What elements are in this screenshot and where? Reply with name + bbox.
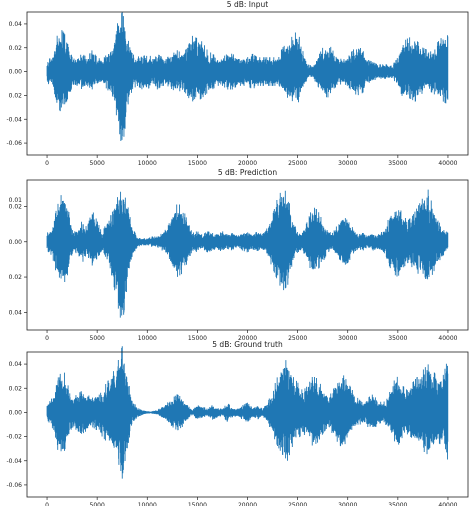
chart-title: 5 dB: Input <box>227 0 268 9</box>
y-tick-label: -0.06 <box>6 482 22 489</box>
x-tick-label: 0 <box>45 160 49 167</box>
y-tick-label: 0.00 <box>9 69 23 76</box>
chart-title: 5 dB: Prediction <box>218 168 277 177</box>
waveform-series <box>46 189 449 318</box>
x-tick-label: 40000 <box>438 502 457 506</box>
y-tick-label: -0.04 <box>6 116 22 123</box>
y-tick-label-extra: 0.01 <box>9 197 23 204</box>
y-tick-label: 0.04 <box>9 309 23 316</box>
subplot-2: 5 dB: Prediction 0 5000 10000 15000 20000 2500… <box>9 168 469 342</box>
x-tick-label: 20000 <box>238 335 257 342</box>
y-tick-label: 0.00 <box>9 239 23 246</box>
waveform-series <box>46 12 449 141</box>
y-tick-label: -0.02 <box>6 434 22 441</box>
x-tick-label: 35000 <box>388 335 407 342</box>
subplot-1: 5 dB: Input 0 5000 10000 15000 20000 25000 3000… <box>6 0 469 167</box>
chart-title: 5 dB: Ground truth <box>212 340 283 349</box>
x-tick-label: 0 <box>45 502 49 506</box>
x-tick-label: 40000 <box>438 160 457 167</box>
x-tick-label: 0 <box>45 335 49 342</box>
subplot-3: 5 dB: Ground truth 0 5000 10000 15000 20000 25… <box>6 340 469 506</box>
y-tick-label: -0.04 <box>6 458 22 465</box>
y-tick-label: 0.02 <box>9 45 23 52</box>
x-tick-label: 10000 <box>138 502 157 506</box>
x-tick-label: 25000 <box>288 502 307 506</box>
x-tick-label: 35000 <box>388 502 407 506</box>
x-tick-label: 30000 <box>338 335 357 342</box>
y-tick-label: 0.02 <box>9 203 23 210</box>
x-tick-label: 40000 <box>438 335 457 342</box>
x-tick-label: 10000 <box>138 160 157 167</box>
x-tick-label: 5000 <box>90 335 105 342</box>
y-tick-label: -0.06 <box>6 140 22 147</box>
x-tick-label: 15000 <box>188 502 207 506</box>
x-tick-label: 5000 <box>90 160 105 167</box>
y-tick-label: 0.04 <box>9 21 23 28</box>
x-tick-label: 5000 <box>90 502 105 506</box>
x-tick-label: 30000 <box>338 502 357 506</box>
x-tick-label: 20000 <box>238 160 257 167</box>
y-tick-label: 0.04 <box>9 361 23 368</box>
x-tick-label: 35000 <box>388 160 407 167</box>
y-tick-label: 0.02 <box>9 385 23 392</box>
x-tick-label: 30000 <box>338 160 357 167</box>
x-tick-label: 15000 <box>188 160 207 167</box>
y-tick-label: 0.00 <box>9 409 23 416</box>
y-tick-label: 0.02 <box>9 274 23 281</box>
x-tick-label: 10000 <box>138 335 157 342</box>
x-tick-label: 20000 <box>238 502 257 506</box>
x-tick-label: 25000 <box>288 335 307 342</box>
x-tick-label: 25000 <box>288 160 307 167</box>
waveform-series <box>46 346 449 479</box>
x-tick-label: 15000 <box>188 335 207 342</box>
y-tick-label: 0.02 <box>9 92 23 99</box>
